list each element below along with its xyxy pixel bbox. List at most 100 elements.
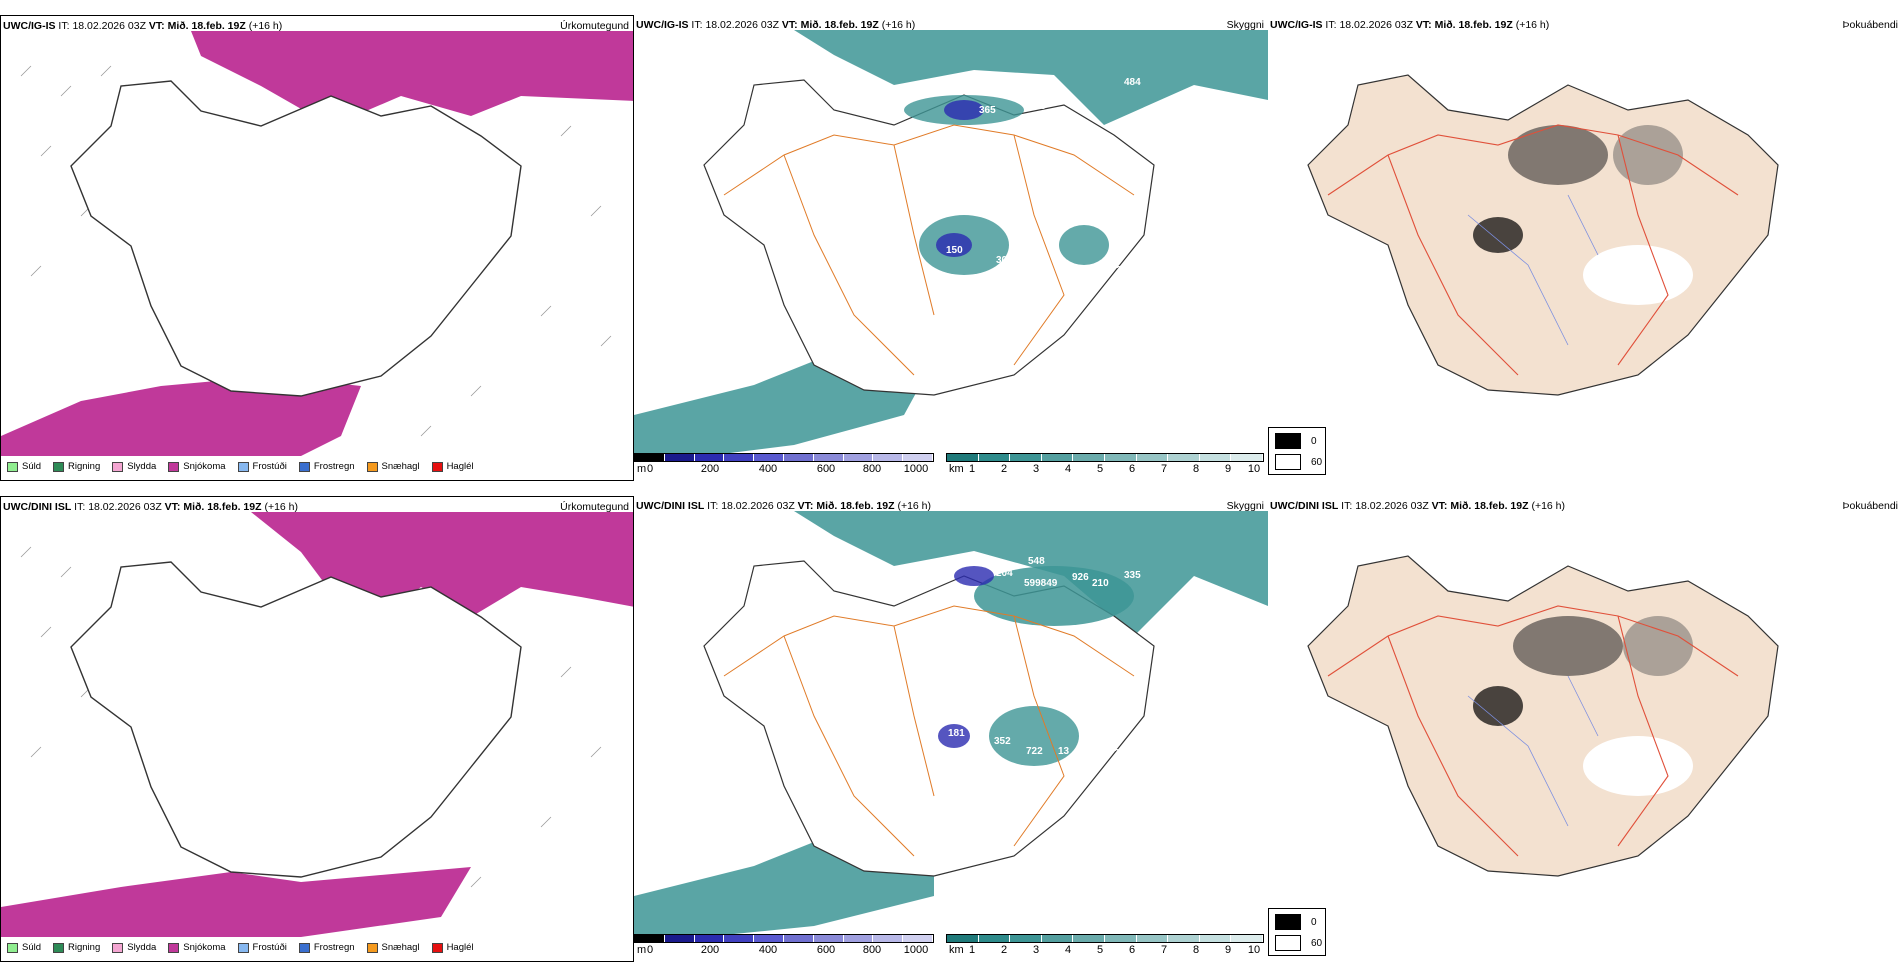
road-network: [723, 605, 1135, 857]
vis-tick: 0: [646, 463, 654, 475]
cloud-tick: 2: [1000, 463, 1008, 475]
legend-item: Frostúði: [237, 942, 287, 953]
vis-label: 150: [946, 245, 963, 256]
vis-tick: 1000: [903, 463, 929, 475]
visibility-map: [634, 511, 1268, 936]
legend-swatch: [112, 461, 124, 472]
rivers: [1467, 675, 1599, 827]
fog-panel-row2: UWC/DINI ISL IT: 18.02.2026 03Z VT: Mið.…: [1268, 496, 1900, 962]
fog-clear: [1583, 245, 1693, 305]
vis-colorbar: m 0 200 400 600 800 1000: [634, 453, 934, 477]
visibility-panel-row2: 481 204 548 599849 926 210 335 181 352 7…: [634, 496, 1268, 962]
rivers: [1467, 194, 1599, 346]
cloud-tick: 8: [1192, 463, 1200, 475]
cloud-tick: 1: [968, 944, 976, 956]
vis-tick: 1000: [903, 944, 929, 956]
legend-swatch: [431, 942, 443, 953]
legend-item: Slydda: [112, 942, 156, 953]
cloud-colorbar: km 1 2 3 4 5 6 7 8 9 10: [946, 934, 1264, 958]
header-row1-visibility: UWC/IG-IS IT: 18.02.2026 03Z VT: Mið. 18…: [636, 19, 916, 31]
fog-legend-swatch: [1275, 914, 1301, 930]
vis-tick: 800: [862, 463, 882, 475]
legend-item: Súld: [7, 461, 41, 472]
vis-label: 365: [979, 105, 996, 116]
vis-label: 763: [1024, 263, 1041, 274]
vis-label: 204: [996, 568, 1013, 579]
iceland-land: [1307, 555, 1779, 877]
roads: [1327, 124, 1739, 376]
vis-label: 56: [1058, 350, 1070, 361]
vis-tick: 200: [700, 463, 720, 475]
precip-legend: Súld Rigning Slydda Snjókoma Frostúði Fr…: [7, 461, 474, 472]
vis-tick: 600: [816, 463, 836, 475]
snow-area-north: [191, 31, 633, 126]
legend-swatch: [237, 461, 249, 472]
vis-label: 599849: [1024, 578, 1058, 589]
header-row2-precip: UWC/DINI ISL IT: 18.02.2026 03Z VT: Mið.…: [3, 501, 299, 513]
vis-label: 352: [994, 736, 1011, 747]
vis-unit: m: [637, 463, 647, 475]
vis-label: 181: [948, 728, 965, 739]
vis-label: 13: [1058, 746, 1070, 757]
fog-legend-high: 0: [1311, 916, 1317, 928]
vis-colorbar: m 0 200 400 600 800 1000: [634, 934, 934, 958]
fog-legend-swatch: [1275, 935, 1301, 951]
legend-item: Haglél: [431, 942, 474, 953]
cloud-tick: 5: [1096, 463, 1104, 475]
legend-item: Súld: [7, 942, 41, 953]
vis-label: 722: [1026, 746, 1043, 757]
legend-item: Frostúði: [237, 461, 287, 472]
fog-legend-high: 0: [1311, 435, 1317, 447]
snow-area-south: [1, 376, 361, 456]
legend-item: Snjókoma: [168, 461, 226, 472]
vis-unit: m: [637, 944, 647, 956]
vis-tick: 800: [862, 944, 882, 956]
visibility-map: [634, 30, 1268, 455]
vis-label: 335: [1124, 570, 1141, 581]
legend-swatch: [7, 942, 18, 953]
legend-swatch: [168, 942, 180, 953]
cloud-tick: 1: [968, 463, 976, 475]
vis-label: 926: [1072, 572, 1089, 583]
road-network: [723, 124, 1135, 376]
legend-item: Frostregn: [298, 942, 355, 953]
vis-label: 20: [1116, 265, 1128, 276]
fog-dark: [1508, 125, 1608, 185]
legend-item: Snæhagl: [366, 942, 420, 953]
precip-title: Úrkomutegund: [560, 20, 629, 32]
vis-label: 309: [996, 255, 1013, 266]
cloud-tick: 8: [1192, 944, 1200, 956]
cloud-tick: 4: [1064, 944, 1072, 956]
precip-panel-row2: UWC/DINI ISL IT: 18.02.2026 03Z VT: Mið.…: [0, 496, 634, 962]
visibility-title: Skyggni: [1226, 500, 1264, 512]
low-vis-patch: [936, 233, 972, 257]
header-row1-precip: UWC/IG-IS IT: 18.02.2026 03Z VT: Mið. 18…: [3, 20, 283, 32]
header-row2-visibility: UWC/DINI ISL IT: 18.02.2026 03Z VT: Mið.…: [636, 500, 932, 512]
precip-map: [1, 31, 633, 456]
fog-panel-row1: UWC/IG-IS IT: 18.02.2026 03Z VT: Mið. 18…: [1268, 15, 1900, 481]
fog-legend-swatch: [1275, 454, 1301, 470]
legend-swatch: [431, 461, 443, 472]
cloud-strip: [946, 453, 1264, 462]
header-row1-fog: UWC/IG-IS IT: 18.02.2026 03Z VT: Mið. 18…: [1270, 19, 1550, 31]
cloud-tick: 7: [1160, 944, 1168, 956]
cloud-tick: 10: [1247, 463, 1261, 475]
cloud-colorbar: km 1 2 3 4 5 6 7 8 9 10: [946, 453, 1264, 477]
iceland-outline: [703, 560, 1155, 877]
legend-swatch: [112, 942, 124, 953]
fog-legend-low: 60: [1311, 937, 1323, 949]
vis-strip: [634, 453, 934, 462]
fog-dark: [1613, 125, 1683, 185]
legend-item: Haglél: [431, 461, 474, 472]
roads: [1327, 605, 1739, 857]
cloud-tick: 3: [1032, 463, 1040, 475]
precip-title: Úrkomutegund: [560, 501, 629, 513]
vis-label: 495: [1029, 101, 1046, 112]
legend-swatch: [53, 942, 65, 953]
legend-item: Slydda: [112, 461, 156, 472]
vis-tick: 400: [758, 463, 778, 475]
low-vis-patch: [944, 100, 984, 120]
legend-item: Snjókoma: [168, 942, 226, 953]
fog-title: Þokuábendi: [1842, 19, 1898, 31]
cloud-area-north: [794, 511, 1268, 636]
